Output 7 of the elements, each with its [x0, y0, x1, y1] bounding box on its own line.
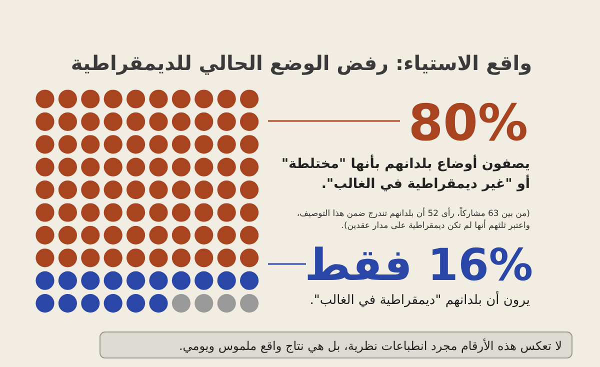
text: (من بين 63 مشاركاً، رأى 52 أن بلدانهم تندرج ضمن هذا التوصيف، واعتبر ثلثهم أنها لم تكن ديمقراطية على مدار عقدين). [296, 206, 530, 231]
text: لا تعكس هذه الأرقام مجرد انطباعات نظرية، بل هي نتاج واقع ملموس ويومي. [178, 338, 562, 353]
text: واقع الاستياء: رفض الوضع الحالي للديمقراطية [70, 51, 532, 75]
data-label: 16% فقط [304, 240, 533, 291]
text: يرون أن بلدانهم "ديمقراطية في الغالب". [310, 291, 530, 308]
text: يصفون أوضاع بلدانهم بأنها "مختلطة" أو "غير ديمقراطية في الغالب". [281, 154, 530, 192]
data-label: 80% [408, 94, 528, 152]
